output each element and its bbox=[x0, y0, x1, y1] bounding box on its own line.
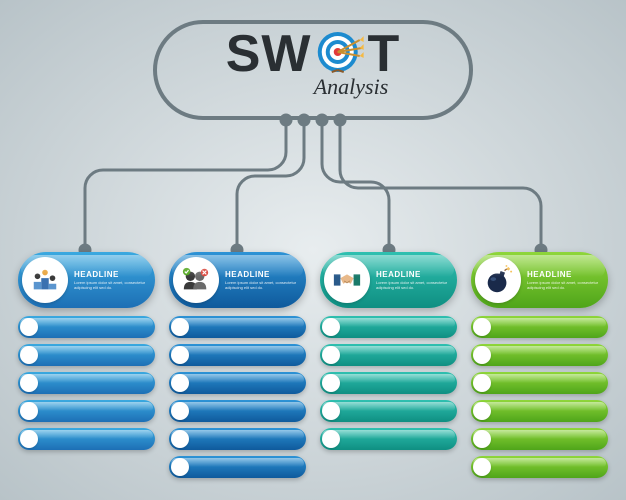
pill-item bbox=[18, 316, 155, 338]
podium-icon bbox=[22, 257, 68, 303]
users-x-icon bbox=[173, 257, 219, 303]
pill-item bbox=[18, 344, 155, 366]
pill-item bbox=[169, 316, 306, 338]
column-1: HEADLINE Lorem ipsum dolor sit amet, cons… bbox=[169, 252, 306, 478]
pill-dot bbox=[171, 346, 189, 364]
pill-item bbox=[18, 372, 155, 394]
card-headline: HEADLINE bbox=[74, 270, 147, 279]
card-headline: HEADLINE bbox=[225, 270, 298, 279]
pill-item bbox=[169, 372, 306, 394]
pill-dot bbox=[473, 402, 491, 420]
pill-dot bbox=[322, 374, 340, 392]
pill-dot bbox=[20, 374, 38, 392]
pill-item bbox=[320, 428, 457, 450]
pill-item bbox=[320, 344, 457, 366]
pill-dot bbox=[171, 374, 189, 392]
target-icon bbox=[316, 30, 364, 78]
pill-item bbox=[471, 344, 608, 366]
pill-list bbox=[169, 316, 306, 478]
pill-dot bbox=[20, 346, 38, 364]
pill-dot bbox=[473, 430, 491, 448]
title-suffix: T bbox=[368, 28, 401, 80]
card-headline: HEADLINE bbox=[527, 270, 600, 279]
pill-dot bbox=[20, 318, 38, 336]
pill-item bbox=[169, 400, 306, 422]
pill-item bbox=[169, 344, 306, 366]
handshake-icon bbox=[324, 257, 370, 303]
headline-card: HEADLINE Lorem ipsum dolor sit amet, cons… bbox=[471, 252, 608, 308]
headline-card: HEADLINE Lorem ipsum dolor sit amet, cons… bbox=[18, 252, 155, 308]
pill-dot bbox=[322, 318, 340, 336]
pill-item bbox=[471, 316, 608, 338]
pill-dot bbox=[20, 430, 38, 448]
card-text: HEADLINE Lorem ipsum dolor sit amet, cons… bbox=[527, 270, 600, 291]
pill-item bbox=[471, 400, 608, 422]
pill-item bbox=[471, 428, 608, 450]
pill-dot bbox=[20, 402, 38, 420]
swot-title: SW T bbox=[226, 28, 401, 80]
bomb-icon bbox=[475, 257, 521, 303]
pill-dot bbox=[171, 318, 189, 336]
pill-item bbox=[18, 400, 155, 422]
pill-item bbox=[320, 372, 457, 394]
pill-dot bbox=[171, 402, 189, 420]
title-prefix: SW bbox=[226, 28, 312, 80]
column-0: HEADLINE Lorem ipsum dolor sit amet, cons… bbox=[18, 252, 155, 478]
pill-item bbox=[320, 400, 457, 422]
pill-dot bbox=[473, 458, 491, 476]
headline-card: HEADLINE Lorem ipsum dolor sit amet, cons… bbox=[169, 252, 306, 308]
columns-container: HEADLINE Lorem ipsum dolor sit amet, cons… bbox=[0, 252, 626, 478]
card-lorem: Lorem ipsum dolor sit amet, consectetur … bbox=[74, 281, 147, 291]
pill-item bbox=[18, 428, 155, 450]
pill-list bbox=[471, 316, 608, 478]
pill-item bbox=[169, 428, 306, 450]
pill-dot bbox=[322, 346, 340, 364]
pill-dot bbox=[473, 346, 491, 364]
pill-list bbox=[320, 316, 457, 450]
pill-dot bbox=[473, 318, 491, 336]
column-3: HEADLINE Lorem ipsum dolor sit amet, cons… bbox=[471, 252, 608, 478]
pill-dot bbox=[322, 402, 340, 420]
pill-item bbox=[471, 456, 608, 478]
card-text: HEADLINE Lorem ipsum dolor sit amet, cons… bbox=[225, 270, 298, 291]
pill-dot bbox=[473, 374, 491, 392]
column-2: HEADLINE Lorem ipsum dolor sit amet, cons… bbox=[320, 252, 457, 478]
pill-item bbox=[169, 456, 306, 478]
card-text: HEADLINE Lorem ipsum dolor sit amet, cons… bbox=[74, 270, 147, 291]
pill-dot bbox=[171, 430, 189, 448]
card-lorem: Lorem ipsum dolor sit amet, consectetur … bbox=[527, 281, 600, 291]
pill-dot bbox=[322, 430, 340, 448]
card-lorem: Lorem ipsum dolor sit amet, consectetur … bbox=[376, 281, 449, 291]
pill-list bbox=[18, 316, 155, 450]
card-headline: HEADLINE bbox=[376, 270, 449, 279]
headline-card: HEADLINE Lorem ipsum dolor sit amet, cons… bbox=[320, 252, 457, 308]
card-text: HEADLINE Lorem ipsum dolor sit amet, cons… bbox=[376, 270, 449, 291]
title-block: SW T bbox=[226, 28, 401, 100]
pill-dot bbox=[171, 458, 189, 476]
pill-item bbox=[471, 372, 608, 394]
pill-item bbox=[320, 316, 457, 338]
card-lorem: Lorem ipsum dolor sit amet, consectetur … bbox=[225, 281, 298, 291]
